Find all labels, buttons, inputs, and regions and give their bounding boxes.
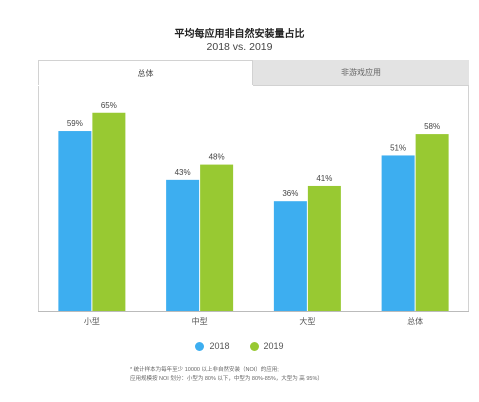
tab-bar: 总体 非游戏应用 [38, 60, 469, 85]
category-label-0: 小型 [84, 317, 100, 326]
legend-label-2019: 2019 [263, 341, 284, 351]
data-label-2018-3: 51% [390, 143, 406, 152]
category-label-3: 总体 [407, 316, 423, 326]
legend-item-2019: 2019 [249, 341, 284, 351]
bar-2019-0 [92, 112, 126, 311]
legend-swatch-2018 [195, 341, 205, 351]
bar-2018-0 [58, 131, 92, 311]
bar-2018-2 [273, 201, 307, 311]
tab-overall[interactable]: 总体 [38, 60, 253, 85]
footnote-line-2: 应用规模按 NOI 划分：小型为 80% 以下，中型为 80%-85%，大型为 … [130, 376, 323, 382]
data-label-2019-0: 65% [101, 101, 117, 110]
footnote-line-1: * 统计样本为每年至少 10000 以上非自然安装（NOI）的应用; [130, 367, 279, 373]
data-label-2018-1: 43% [175, 168, 191, 177]
tab-divider [253, 85, 469, 86]
chart-subtitle: 2018 vs. 2019 [206, 41, 273, 53]
data-label-2018-2: 36% [282, 189, 298, 198]
category-label-2: 大型 [299, 316, 315, 326]
bar-chart: 59% 65% 小型 43% 48% 中型 36% 41% 大型 51% 58% 总体 [38, 86, 469, 326]
tab-non-game-apps[interactable]: 非游戏应用 [253, 60, 469, 85]
footnote: * 统计样本为每年至少 10000 以上非自然安装（NOI）的应用; 应用规模按… [130, 366, 323, 384]
chart-title: 平均每应用非自然安装量占比 [174, 29, 305, 40]
legend-label-2018: 2018 [209, 341, 230, 351]
data-label-2019-2: 41% [316, 174, 332, 183]
bar-2019-2 [307, 185, 341, 311]
bar-2018-3 [381, 155, 415, 311]
legend-swatch-2019 [249, 341, 259, 351]
data-label-2019-3: 58% [424, 122, 440, 131]
bar-2019-3 [415, 134, 449, 311]
data-label-2019-1: 48% [209, 153, 225, 162]
data-label-2018-0: 59% [67, 119, 83, 128]
legend-item-2018: 2018 [195, 341, 230, 351]
bar-2018-1 [166, 179, 200, 311]
legend: 2018 2019 [0, 341, 479, 351]
category-label-1: 中型 [192, 316, 208, 326]
bar-2019-1 [200, 164, 234, 311]
